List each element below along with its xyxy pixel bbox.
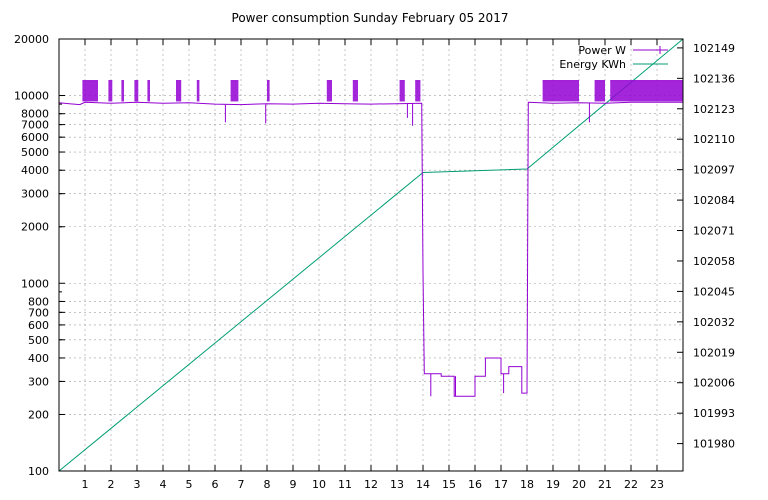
y-tick-label: 10000 bbox=[14, 90, 49, 103]
x-tick-label: 8 bbox=[264, 478, 271, 491]
power-spike-band bbox=[134, 80, 139, 102]
y-tick-label: 400 bbox=[28, 352, 49, 365]
y2-tick-label: 102149 bbox=[693, 42, 735, 55]
power-spike-band bbox=[594, 80, 605, 102]
power-spike-band bbox=[326, 80, 332, 102]
y-tick-label: 8000 bbox=[21, 108, 49, 121]
y2-tick-label: 102071 bbox=[693, 225, 735, 238]
power-line bbox=[58, 101, 683, 397]
y-axis-right: 102149 102136 102123 102110 102097 102084 1020… bbox=[677, 42, 735, 451]
y2-tick-label: 102019 bbox=[693, 346, 735, 359]
x-tick-label: 4 bbox=[160, 478, 167, 491]
y-tick-label: 600 bbox=[28, 319, 49, 332]
y-tick-label: 300 bbox=[28, 375, 49, 388]
x-tick-label: 20 bbox=[572, 478, 586, 491]
x-tick-label: 13 bbox=[390, 478, 404, 491]
y2-tick-label: 102045 bbox=[693, 285, 735, 298]
power-spike-band bbox=[542, 80, 579, 102]
y-tick-label: 4000 bbox=[21, 164, 49, 177]
x-tick-label: 7 bbox=[238, 478, 245, 491]
power-spike-band bbox=[230, 80, 239, 102]
x-tick-label: 3 bbox=[134, 478, 141, 491]
y-tick-label: 700 bbox=[28, 306, 49, 319]
y-tick-label: 1000 bbox=[21, 277, 49, 290]
y2-tick-label: 102006 bbox=[693, 377, 735, 390]
x-tick-label: 14 bbox=[416, 478, 430, 491]
x-axis: 1 2 3 4 5 6 7 8 9 10 11 12 13 14 15 16 17 18 19 20 21 22 23 bbox=[82, 39, 664, 491]
x-tick-label: 23 bbox=[650, 478, 664, 491]
y2-tick-label: 102136 bbox=[693, 72, 735, 85]
grid bbox=[59, 39, 683, 471]
power-series-layer bbox=[58, 80, 683, 397]
y-tick-label: 5000 bbox=[21, 146, 49, 159]
y-tick-label: 20000 bbox=[14, 33, 49, 46]
y2-tick-label: 102110 bbox=[693, 133, 735, 146]
energy-series-layer bbox=[58, 38, 684, 472]
y2-tick-label: 101980 bbox=[693, 438, 735, 451]
x-tick-label: 17 bbox=[494, 478, 508, 491]
power-spike-band bbox=[176, 80, 182, 102]
legend-label-energy: Energy KWh bbox=[559, 58, 626, 71]
y2-tick-label: 102084 bbox=[693, 194, 735, 207]
y2-tick-label: 102032 bbox=[693, 316, 735, 329]
x-tick-label: 1 bbox=[82, 478, 89, 491]
x-tick-label: 12 bbox=[364, 478, 378, 491]
x-tick-label: 18 bbox=[520, 478, 534, 491]
y-tick-label: 500 bbox=[28, 334, 49, 347]
y2-tick-label: 102058 bbox=[693, 255, 735, 268]
y-tick-label: 800 bbox=[28, 295, 49, 308]
x-tick-label: 9 bbox=[290, 478, 297, 491]
x-tick-label: 10 bbox=[312, 478, 326, 491]
power-spike-band bbox=[399, 80, 405, 102]
x-tick-label: 22 bbox=[624, 478, 638, 491]
energy-line bbox=[58, 38, 684, 472]
legend-label-power: Power W bbox=[578, 44, 626, 57]
power-spike-band bbox=[610, 80, 683, 102]
x-tick-label: 16 bbox=[468, 478, 482, 491]
legend: Power W Energy KWh bbox=[559, 44, 668, 71]
y-tick-label: 100 bbox=[28, 465, 49, 478]
y2-tick-label: 102123 bbox=[693, 103, 735, 116]
x-tick-label: 5 bbox=[186, 478, 193, 491]
power-spike-band bbox=[147, 80, 150, 102]
power-spike-band bbox=[196, 80, 200, 102]
power-spike-band bbox=[352, 80, 358, 102]
y-tick-label: 6000 bbox=[21, 131, 49, 144]
power-spike-band bbox=[82, 80, 98, 102]
y-tick-label: 2000 bbox=[21, 221, 49, 234]
y-tick-label: 3000 bbox=[21, 188, 49, 201]
power-spike-band bbox=[267, 80, 270, 102]
y2-tick-label: 101993 bbox=[693, 407, 735, 420]
x-tick-label: 19 bbox=[546, 478, 560, 491]
chart-title: Power consumption Sunday February 05 201… bbox=[232, 11, 509, 25]
y-tick-label: 7000 bbox=[21, 119, 49, 132]
power-spike-band bbox=[415, 80, 421, 102]
x-tick-label: 6 bbox=[212, 478, 219, 491]
x-tick-label: 11 bbox=[338, 478, 352, 491]
x-tick-label: 15 bbox=[442, 478, 456, 491]
x-tick-label: 2 bbox=[108, 478, 115, 491]
y2-tick-label: 102097 bbox=[693, 164, 735, 177]
x-tick-label: 21 bbox=[598, 478, 612, 491]
power-spike-band bbox=[121, 80, 124, 102]
power-spike-band bbox=[108, 80, 113, 102]
y-tick-label: 200 bbox=[28, 408, 49, 421]
